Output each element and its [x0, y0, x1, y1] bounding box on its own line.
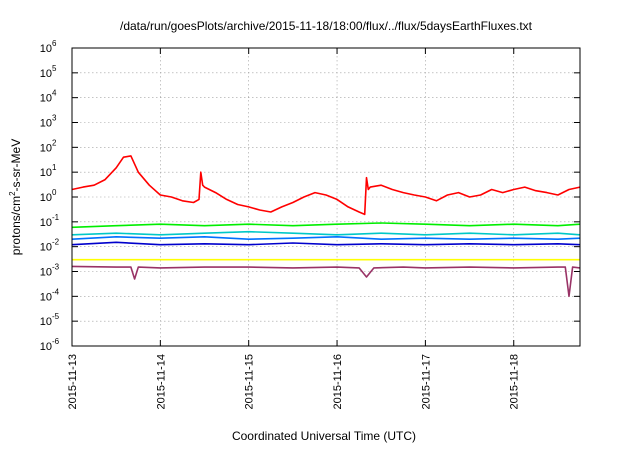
y-tick-label: 10: [40, 316, 52, 328]
y-tick-exponent: -6: [52, 337, 60, 346]
series-line-7: [71, 265, 581, 298]
y-tick-label: 10: [40, 217, 52, 229]
y-tick-label: 10: [40, 167, 52, 179]
y-tick-label: 10: [40, 43, 52, 55]
grid: [72, 48, 580, 346]
chart-title: /data/run/goesPlots/archive/2015-11-18/1…: [120, 19, 533, 33]
x-tick-label: 2015-11-16: [332, 354, 344, 409]
y-tick-exponent: -3: [52, 263, 60, 272]
y-tick-exponent: -5: [52, 312, 60, 321]
y-tick-exponent: 6: [52, 39, 57, 48]
y-tick-exponent: 3: [52, 114, 57, 123]
y-tick-label: 10: [40, 291, 52, 303]
y-tick-exponent: -1: [52, 213, 60, 222]
y-tick-exponent: 4: [52, 89, 57, 98]
series-group: [71, 155, 581, 298]
y-tick-label: 10: [40, 68, 52, 80]
ticks: [71, 47, 580, 347]
series-line-2: [71, 222, 581, 229]
series-line-4: [71, 236, 581, 240]
x-tick-label: 2015-11-17: [420, 354, 432, 409]
y-tick-labels: 10 -610 -510 -410 -310 -210 -110 010 110 210 310 41…: [40, 39, 60, 353]
y-tick-exponent: 2: [52, 138, 57, 147]
x-tick-labels: 2015-11-13 2015-11-14 2015-11-15 2015-11-16…: [67, 354, 521, 409]
x-tick-label: 2015-11-18: [509, 354, 521, 409]
y-tick-label: 10: [40, 242, 52, 254]
series-line-3: [71, 230, 581, 236]
y-tick-exponent: -2: [52, 238, 60, 247]
x-axis-label: Coordinated Universal Time (UTC): [232, 429, 416, 443]
x-tick-label: 2015-11-14: [155, 354, 167, 409]
y-tick-exponent: -4: [52, 287, 60, 296]
series-line-5: [71, 241, 581, 246]
y-tick-exponent: 5: [52, 64, 57, 73]
y-tick-label: 10: [40, 192, 52, 204]
x-tick-label: 2015-11-13: [67, 354, 79, 409]
series-line-1: [71, 155, 581, 216]
x-tick-label: 2015-11-15: [244, 354, 256, 409]
y-tick-label: 10: [40, 142, 52, 154]
y-tick-exponent: 1: [52, 163, 57, 172]
y-axis-label: protons/cm2-s-sr-MeV: [8, 139, 23, 255]
y-tick-label: 10: [40, 267, 52, 279]
y-tick-exponent: 0: [52, 188, 57, 197]
y-tick-label: 10: [40, 341, 52, 353]
y-tick-label: 10: [40, 93, 52, 105]
y-tick-label: 10: [40, 118, 52, 130]
